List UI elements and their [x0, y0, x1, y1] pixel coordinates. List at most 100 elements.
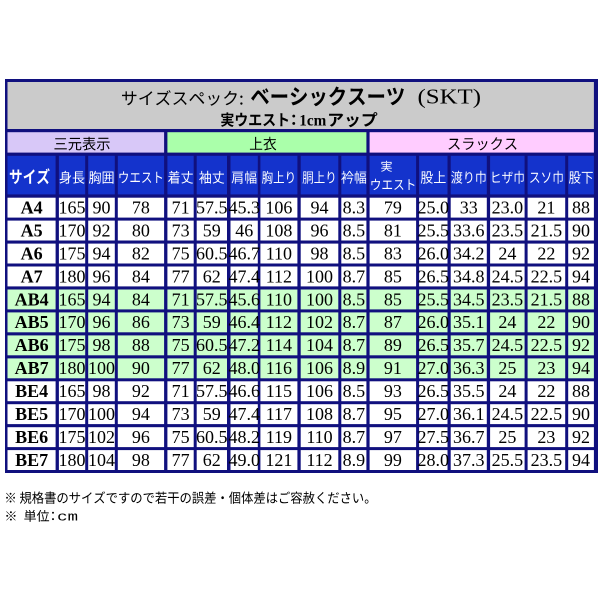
svg-text:85: 85	[384, 289, 402, 309]
svg-text:35.7: 35.7	[453, 335, 485, 355]
svg-text:34.2: 34.2	[453, 243, 485, 263]
svg-text:27.0: 27.0	[418, 358, 450, 378]
svg-text:97: 97	[384, 427, 402, 447]
svg-text:121: 121	[265, 450, 292, 470]
svg-text:170: 170	[59, 220, 86, 240]
svg-text:110: 110	[266, 289, 292, 309]
svg-text:90: 90	[132, 358, 150, 378]
svg-text:100: 100	[306, 289, 333, 309]
svg-text:98: 98	[132, 450, 150, 470]
svg-text:98: 98	[93, 335, 111, 355]
svg-text:23.5: 23.5	[492, 289, 524, 309]
svg-text:96: 96	[93, 266, 111, 286]
svg-text:45.6: 45.6	[228, 289, 260, 309]
svg-text:100: 100	[88, 404, 115, 424]
svg-text:46.6: 46.6	[228, 381, 260, 401]
svg-text:27.0: 27.0	[418, 404, 450, 424]
svg-text:71: 71	[172, 381, 190, 401]
svg-text:A6: A6	[21, 243, 43, 263]
svg-text:80: 80	[132, 220, 150, 240]
svg-text:94: 94	[93, 289, 111, 309]
svg-text:112: 112	[266, 266, 292, 286]
svg-text:46.4: 46.4	[228, 312, 260, 332]
svg-text:106: 106	[306, 358, 333, 378]
svg-text:91: 91	[384, 358, 402, 378]
svg-text:AB5: AB5	[15, 312, 49, 332]
svg-text:92: 92	[572, 243, 590, 263]
svg-text:94: 94	[93, 243, 111, 263]
svg-text:90: 90	[572, 312, 590, 332]
svg-text:A7: A7	[21, 266, 43, 286]
svg-text:25: 25	[498, 427, 516, 447]
svg-text:47.4: 47.4	[228, 404, 260, 424]
svg-text:23.5: 23.5	[492, 220, 524, 240]
svg-text:110: 110	[306, 427, 332, 447]
svg-text:77: 77	[172, 266, 190, 286]
svg-text:71: 71	[172, 289, 190, 309]
svg-text:36.3: 36.3	[453, 358, 485, 378]
svg-text:114: 114	[266, 335, 292, 355]
svg-text:8.5: 8.5	[343, 289, 366, 309]
svg-text:98: 98	[311, 243, 329, 263]
svg-text:102: 102	[306, 312, 333, 332]
svg-text:1cm: 1cm	[299, 113, 327, 130]
svg-text:108: 108	[265, 220, 292, 240]
svg-text:cm: cm	[57, 509, 78, 524]
svg-text:93: 93	[384, 381, 402, 401]
svg-text:94: 94	[311, 198, 329, 218]
svg-text:26.5: 26.5	[418, 381, 450, 401]
svg-text:87: 87	[384, 312, 402, 332]
svg-text:92: 92	[132, 381, 150, 401]
svg-text:180: 180	[59, 450, 86, 470]
svg-text:23.0: 23.0	[492, 198, 524, 218]
svg-text:24.5: 24.5	[492, 266, 524, 286]
svg-text:BE4: BE4	[15, 381, 48, 401]
svg-text:62: 62	[203, 450, 221, 470]
svg-text:77: 77	[172, 358, 190, 378]
svg-text:34.8: 34.8	[453, 266, 485, 286]
svg-text:98: 98	[93, 381, 111, 401]
svg-text:23: 23	[537, 358, 555, 378]
svg-text:90: 90	[572, 220, 590, 240]
svg-text:26.0: 26.0	[418, 312, 450, 332]
svg-text:115: 115	[266, 381, 292, 401]
svg-text:60.5: 60.5	[196, 335, 228, 355]
svg-text:112: 112	[266, 312, 292, 332]
svg-text:175: 175	[59, 427, 86, 447]
svg-text:21.5: 21.5	[531, 289, 563, 309]
svg-text:92: 92	[572, 335, 590, 355]
svg-text:86: 86	[132, 312, 150, 332]
svg-text:22: 22	[537, 381, 555, 401]
svg-text:24.5: 24.5	[492, 404, 524, 424]
svg-text:46.7: 46.7	[228, 243, 260, 263]
svg-text:88: 88	[572, 198, 590, 218]
svg-text:22.5: 22.5	[531, 404, 563, 424]
svg-text:23.5: 23.5	[531, 450, 563, 470]
svg-text:36.7: 36.7	[453, 427, 485, 447]
svg-text:25.5: 25.5	[418, 289, 450, 309]
svg-text:75: 75	[172, 243, 190, 263]
svg-text:8.5: 8.5	[343, 381, 366, 401]
svg-text:49.0: 49.0	[228, 450, 260, 470]
svg-text:73: 73	[172, 404, 190, 424]
svg-text:25.5: 25.5	[418, 220, 450, 240]
svg-text:104: 104	[88, 450, 115, 470]
svg-text:88: 88	[132, 335, 150, 355]
svg-text:73: 73	[172, 220, 190, 240]
svg-text:22: 22	[537, 312, 555, 332]
svg-text:59: 59	[203, 312, 221, 332]
svg-text:100: 100	[88, 358, 115, 378]
svg-text:57.5: 57.5	[196, 198, 228, 218]
svg-text:170: 170	[59, 312, 86, 332]
svg-text:60.5: 60.5	[196, 427, 228, 447]
svg-text:37.3: 37.3	[453, 450, 485, 470]
svg-text:117: 117	[266, 404, 292, 424]
svg-text:85: 85	[384, 266, 402, 286]
svg-text:73: 73	[172, 312, 190, 332]
svg-text:24.5: 24.5	[492, 335, 524, 355]
svg-text:25: 25	[498, 358, 516, 378]
svg-text:96: 96	[93, 312, 111, 332]
svg-text:BE7: BE7	[15, 450, 48, 470]
svg-text:90: 90	[93, 198, 111, 218]
svg-text:8.7: 8.7	[343, 404, 366, 424]
